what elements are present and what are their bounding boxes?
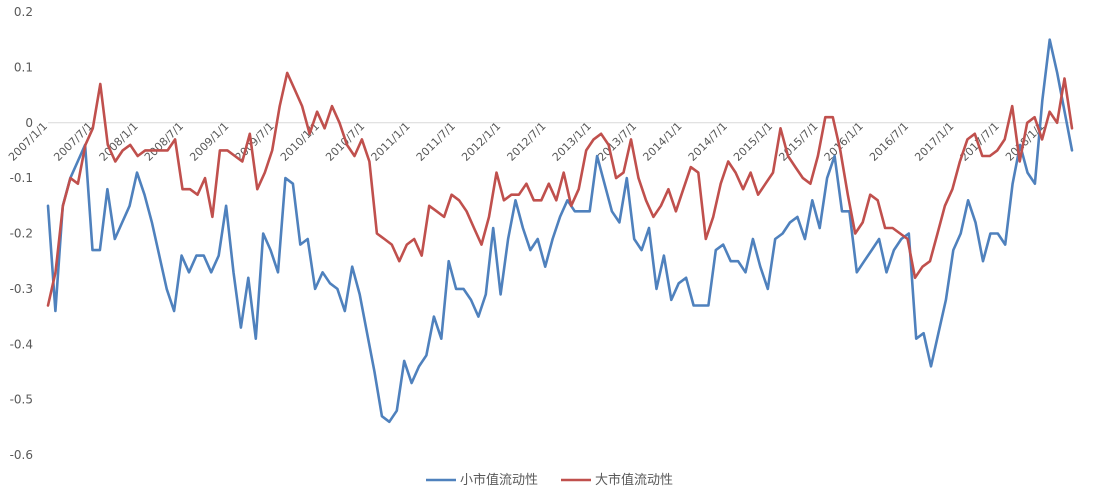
x-tick-label: 2012/1/1 [459, 120, 503, 164]
x-tick-label: 2011/1/1 [369, 120, 413, 164]
y-tick-label: 0.1 [14, 60, 33, 74]
legend-label-0: 小市值流动性 [460, 472, 538, 488]
y-tick-label: -0.4 [10, 337, 33, 351]
legend-label-1: 大市值流动性 [595, 472, 673, 488]
x-tick-label: 2016/7/1 [867, 120, 911, 164]
x-tick-label: 2017/1/1 [912, 120, 956, 164]
x-tick-label: 2015/1/1 [731, 120, 775, 164]
y-tick-label: -0.3 [10, 282, 33, 296]
x-tick-label: 2008/7/1 [142, 120, 186, 164]
x-tick-label: 2016/1/1 [822, 120, 866, 164]
y-axis: 0.2 0.1 0 -0.1 -0.2 -0.3 -0.4 -0.5 -0.6 [10, 5, 33, 462]
series-line-1 [46, 71, 1074, 307]
series-line-0 [46, 38, 1074, 424]
x-tick-label: 2014/7/1 [686, 120, 730, 164]
x-tick-label: 2007/7/1 [51, 120, 95, 164]
y-tick-label: 0 [25, 116, 33, 130]
y-tick-label: -0.5 [10, 393, 33, 407]
x-axis: 2007/1/1 2007/7/1 2008/1/1 2008/7/1 2009/1/1… [6, 120, 1047, 164]
x-tick-label: 2010/1/1 [278, 120, 322, 164]
x-tick-label: 2017/7/1 [958, 120, 1002, 164]
y-tick-label: -0.2 [10, 227, 33, 241]
y-tick-label: -0.1 [10, 171, 33, 185]
x-tick-label: 2009/1/1 [187, 120, 231, 164]
x-tick-label: 2014/1/1 [640, 120, 684, 164]
x-tick-label: 2011/7/1 [414, 120, 458, 164]
legend: 小市值流动性 大市值流动性 [426, 472, 673, 488]
x-tick-label: 2013/1/1 [550, 120, 594, 164]
series-layer [46, 38, 1074, 424]
y-tick-label: -0.6 [10, 448, 33, 462]
x-tick-label: 2012/7/1 [504, 120, 548, 164]
y-tick-label: 0.2 [14, 5, 33, 19]
